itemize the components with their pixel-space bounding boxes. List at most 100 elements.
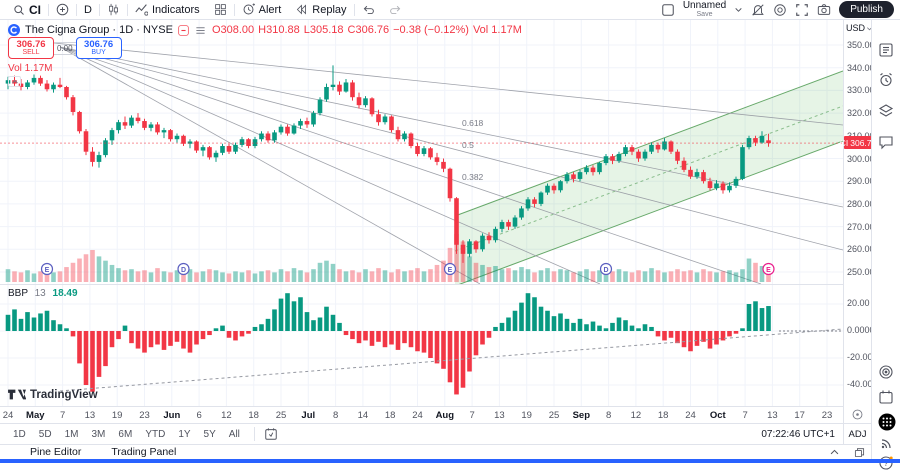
trend-line[interactable]: [34, 40, 843, 126]
candle: [116, 122, 121, 131]
main-chart-pane[interactable]: 0.618 0.5 0.382 E D E D E: [0, 20, 843, 284]
volume-bar: [363, 269, 368, 282]
trend-line[interactable]: [59, 46, 843, 251]
bbp-bar: [174, 331, 180, 342]
streams-broadcast-icon[interactable]: [878, 436, 895, 453]
apps-grid-icon[interactable]: [878, 413, 896, 431]
volume-study-label[interactable]: Vol 1.17M: [8, 63, 53, 74]
goto-date-button[interactable]: [253, 427, 278, 441]
candle: [246, 139, 251, 147]
indicators-button[interactable]: Indicators: [128, 0, 207, 20]
bbp-bar: [265, 318, 271, 331]
symbol-search[interactable]: CI: [6, 0, 48, 20]
interval-button[interactable]: D: [77, 0, 99, 20]
legend-symbol-title[interactable]: The Cigna Group · 1D · NYSE: [25, 24, 173, 36]
pine-editor-tab[interactable]: Pine Editor: [30, 446, 82, 458]
candlestick-chart-canvas[interactable]: 0.618 0.5 0.382 E D E D E: [0, 20, 843, 284]
chart-legend[interactable]: The Cigna Group · 1D · NYSE O308.00 H310.…: [8, 24, 526, 36]
time-tick-label: 7: [742, 410, 748, 421]
range-button-1y[interactable]: 1Y: [178, 428, 191, 440]
hotlists-bullseye-icon[interactable]: [878, 364, 895, 381]
candle: [25, 82, 30, 87]
panel-chevron-up-icon[interactable]: [829, 447, 840, 458]
trend-line[interactable]: [59, 46, 762, 284]
candle: [64, 86, 69, 98]
symbol-name: CI: [29, 2, 41, 17]
volume-bar: [720, 271, 726, 282]
trend-line[interactable]: [59, 46, 481, 284]
event-marker-e[interactable]: E: [40, 262, 54, 276]
status-bar: Pine Editor Trading Panel: [0, 444, 871, 459]
alert-button[interactable]: Alert: [235, 0, 289, 20]
parallel-channel[interactable]: [455, 71, 843, 284]
fullscreen-icon[interactable]: [795, 3, 809, 17]
time-axis[interactable]: 24 May 7 13 19 23 Jun 6 12 18 25 Jul 8 14 18 24 Aug 7 13 19…: [0, 406, 843, 423]
replay-button[interactable]: Replay: [288, 0, 353, 20]
trend-line[interactable]: [59, 46, 843, 208]
legend-hide-icon[interactable]: [178, 24, 190, 36]
session-clock[interactable]: 07:22:46 UTC+1: [761, 429, 835, 440]
publish-button[interactable]: Publish: [839, 1, 894, 18]
undo-button[interactable]: [355, 0, 382, 20]
range-button-ytd[interactable]: YTD: [145, 428, 166, 440]
event-marker-e[interactable]: E: [443, 262, 457, 276]
alerts-clock-icon[interactable]: [878, 72, 895, 89]
candle: [421, 148, 427, 154]
volume-bar: [688, 270, 693, 282]
range-button-1m[interactable]: 1M: [64, 428, 79, 440]
candle: [694, 172, 700, 177]
bbp-bar: [246, 331, 251, 334]
range-button-1d[interactable]: 1D: [13, 428, 26, 440]
bbp-indicator-pane[interactable]: [0, 284, 843, 407]
volume-bar: [421, 271, 427, 282]
volume-bar: [382, 270, 388, 282]
camera-icon[interactable]: [817, 3, 831, 17]
range-button-5y[interactable]: 5Y: [203, 428, 216, 440]
calendar-icon[interactable]: [878, 389, 895, 406]
event-marker-d[interactable]: D: [599, 262, 613, 276]
fib-level-label: 0.5: [462, 140, 474, 150]
bbp-trend-line[interactable]: [59, 328, 843, 392]
chat-icon[interactable]: [878, 134, 895, 151]
candle: [304, 121, 310, 125]
legend-menu-icon[interactable]: [195, 24, 207, 36]
adj-toggle[interactable]: ADJ: [843, 423, 871, 444]
price-axis[interactable]: USD 350.00 340.00 330.00 320.00 310.00 300.00…: [840, 20, 876, 423]
range-button-5d[interactable]: 5D: [38, 428, 52, 440]
currency-selector[interactable]: USD: [846, 23, 873, 33]
tradingview-logo[interactable]: TradingView: [8, 388, 98, 401]
time-tick-label: Jun: [163, 410, 181, 421]
range-button-6m[interactable]: 6M: [118, 428, 133, 440]
event-marker-e[interactable]: E: [762, 262, 775, 276]
chart-style-button[interactable]: [100, 0, 127, 20]
legend-collapse-button[interactable]: [8, 76, 21, 87]
candle: [330, 84, 336, 87]
redo-button[interactable]: [382, 0, 409, 20]
bbp-histogram-canvas[interactable]: [0, 285, 843, 407]
bbp-legend[interactable]: BBP 13 18.49: [8, 288, 78, 299]
trading-panel-tab[interactable]: Trading Panel: [111, 446, 177, 458]
scroll-to-realtime-icon[interactable]: [851, 408, 864, 421]
object-tree-layers-icon[interactable]: [878, 103, 895, 120]
help-icon[interactable]: ?: [878, 455, 895, 472]
trend-line[interactable]: [59, 46, 601, 284]
indicator-templates-button[interactable]: [207, 0, 234, 20]
volume-bar: [733, 272, 739, 282]
bell-slash-icon[interactable]: [751, 3, 765, 17]
range-button-3m[interactable]: 3M: [91, 428, 106, 440]
panel-restore-icon[interactable]: [854, 447, 865, 458]
save-label: Save: [696, 11, 713, 18]
event-marker-d[interactable]: D: [177, 262, 190, 276]
chevron-down-icon[interactable]: [734, 5, 743, 14]
buy-button[interactable]: 306.76 BUY: [75, 37, 122, 59]
record-target-icon[interactable]: [773, 3, 787, 17]
bbp-bar: [376, 331, 381, 342]
sell-button[interactable]: 306.76 SELL: [8, 37, 54, 59]
time-tick-label: Sep: [572, 410, 591, 421]
layout-name-button[interactable]: Unnamed Save: [683, 1, 726, 19]
compare-button[interactable]: [49, 0, 76, 20]
range-button-all[interactable]: All: [228, 428, 240, 440]
watchlist-details-icon[interactable]: [878, 42, 895, 59]
bbp-bar: [311, 320, 316, 331]
layout-icon[interactable]: [661, 3, 675, 17]
